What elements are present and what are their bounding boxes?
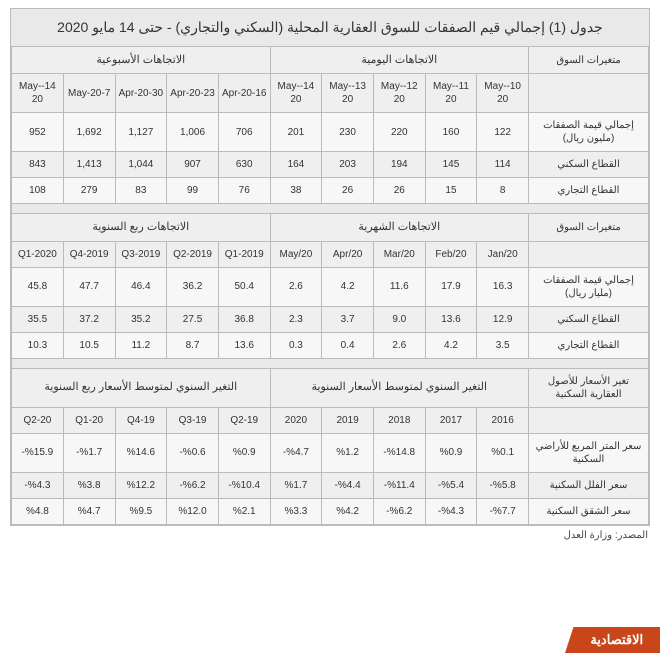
table-container: جدول (1) إجمالي قيم الصفقات للسوق العقار… (10, 8, 650, 526)
row-label: متغيرات السوق (529, 47, 649, 74)
table-row: القطاع التجاري 3.54.22.60.40.313.68.711.… (12, 332, 649, 358)
section-header: الاتجاهات الأسبوعية (12, 47, 271, 74)
section-header: التغير السنوي لمتوسط الأسعار ربع السنوية (12, 368, 271, 407)
col-header: 23-Apr-20 (167, 74, 219, 113)
source-text: المصدر: وزارة العدل (0, 526, 660, 547)
row-label: القطاع السكني (529, 306, 649, 332)
section-header: الاتجاهات الشهرية (270, 214, 528, 241)
row-label: القطاع السكني (529, 152, 649, 178)
table-row: سعر المتر المربع للأراضي السكنية %0.1%0.… (12, 433, 649, 472)
data-table: متغيرات السوق الاتجاهات اليومية الاتجاها… (11, 46, 649, 525)
section-header: التغير السنوي لمتوسط الأسعار السنوية (270, 368, 528, 407)
section-header-row: متغيرات السوق الاتجاهات اليومية الاتجاها… (12, 47, 649, 74)
col-header: 13-May-20 (322, 74, 374, 113)
row-label: متغيرات السوق (529, 214, 649, 241)
col-header: 14-May-20 (12, 74, 64, 113)
row-label: إجمالي قيمة الصفقات (مليار ريال) (529, 267, 649, 306)
col-header-row: 10-May-20 11-May-20 12-May-20 13-May-20 … (12, 74, 649, 113)
table-row: سعر الفلل السكنية %5.8-%5.4-%11.4-%4.4-%… (12, 472, 649, 498)
col-header: 10-May-20 (477, 74, 529, 113)
col-header: 16-Apr-20 (218, 74, 270, 113)
table-row: القطاع السكني 1141451942031646309071,044… (12, 152, 649, 178)
col-header: 30-Apr-20 (115, 74, 167, 113)
row-label: القطاع التجاري (529, 332, 649, 358)
col-header: 11-May-20 (425, 74, 477, 113)
row-label: سعر الشقق السكنية (529, 498, 649, 524)
table-title: جدول (1) إجمالي قيم الصفقات للسوق العقار… (11, 9, 649, 46)
col-header: 12-May-20 (373, 74, 425, 113)
row-label: تغير الأسعار للأصول العقارية السكنية (529, 368, 649, 407)
publisher-logo: الاقتصادية (565, 627, 660, 653)
section-header-row: تغير الأسعار للأصول العقارية السكنية الت… (12, 368, 649, 407)
section-header: الاتجاهات ربع السنوية (12, 214, 271, 241)
col-header-row: Jan/20Feb/20Mar/20Apr/20May/202019-Q1201… (12, 241, 649, 267)
row-label: سعر الفلل السكنية (529, 472, 649, 498)
section-header-row: متغيرات السوق الاتجاهات الشهرية الاتجاها… (12, 214, 649, 241)
col-header: 7-May-20 (63, 74, 115, 113)
col-header-row: 2016201720182019202019-Q219-Q319-Q420-Q1… (12, 407, 649, 433)
table-row: القطاع السكني 12.913.69.03.72.336.827.53… (12, 306, 649, 332)
section-header: الاتجاهات اليومية (270, 47, 528, 74)
col-header: 14-May-20 (270, 74, 322, 113)
table-row: إجمالي قيمة الصفقات (مليون ريال) 1221602… (12, 113, 649, 152)
publisher-label: الاقتصادية (569, 627, 660, 653)
row-label: سعر المتر المربع للأراضي السكنية (529, 433, 649, 472)
table-row: القطاع التجاري 815262638769983279108 (12, 178, 649, 204)
table-row: إجمالي قيمة الصفقات (مليار ريال) 16.317.… (12, 267, 649, 306)
row-label: إجمالي قيمة الصفقات (مليون ريال) (529, 113, 649, 152)
row-label: القطاع التجاري (529, 178, 649, 204)
table-row: سعر الشقق السكنية %7.7-%4.3-%6.2-%4.2%3.… (12, 498, 649, 524)
